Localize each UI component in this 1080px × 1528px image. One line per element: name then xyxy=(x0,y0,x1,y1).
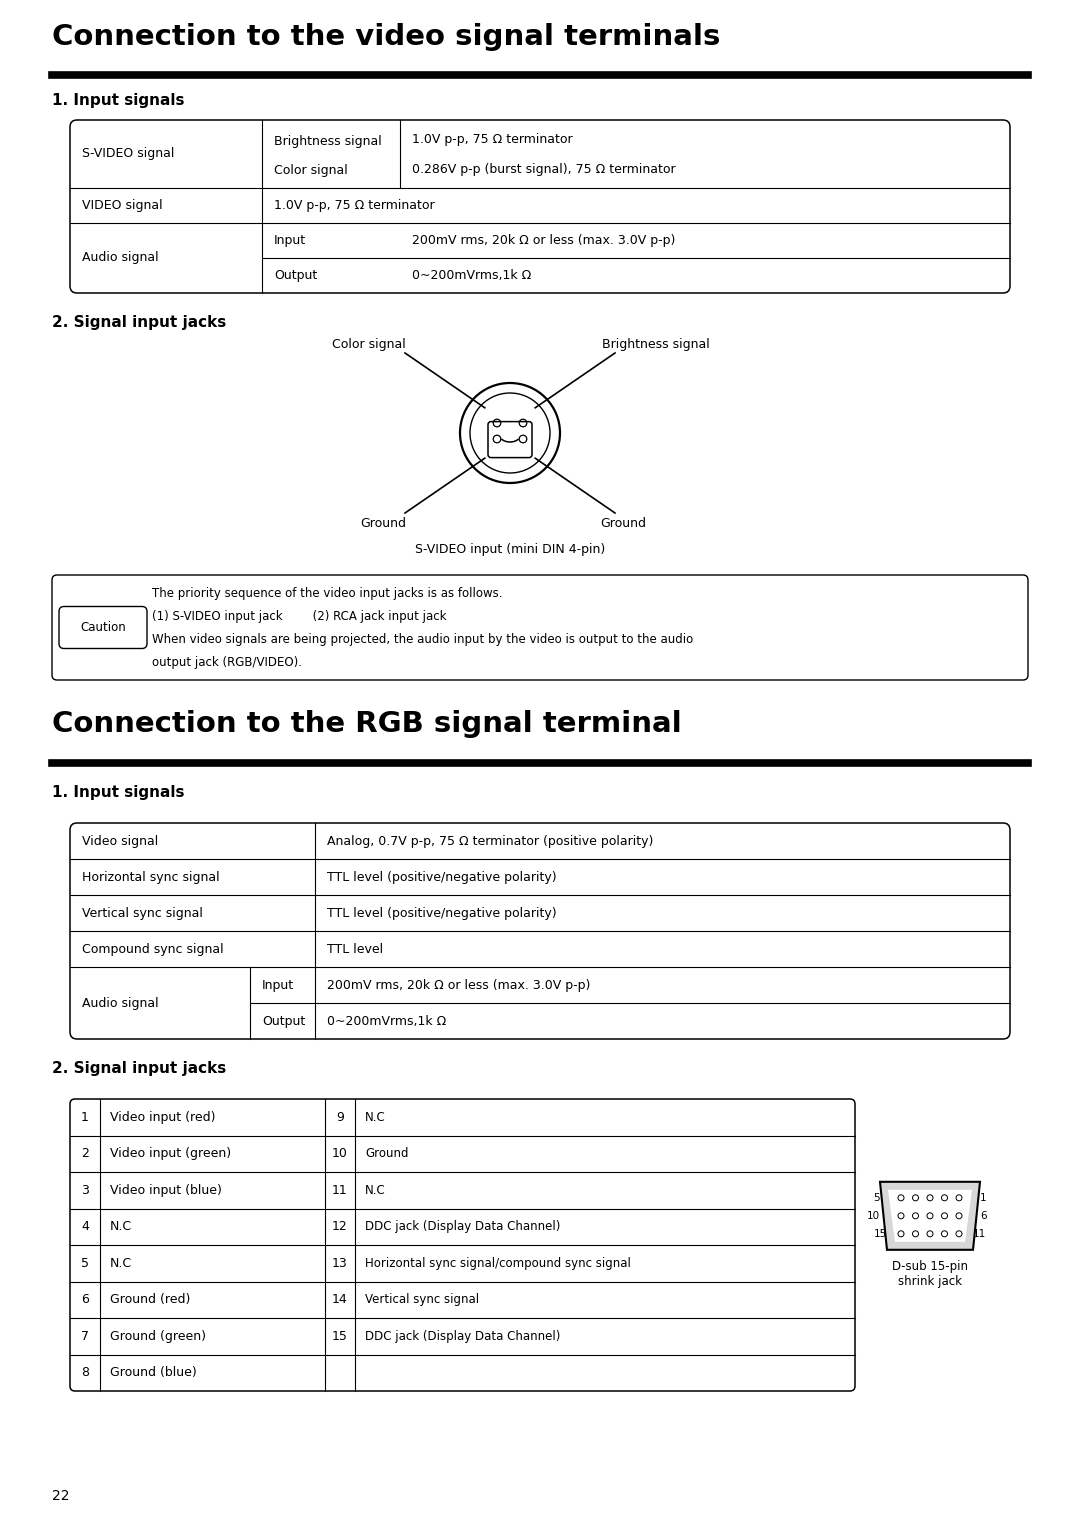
Text: N.C: N.C xyxy=(365,1184,386,1196)
Text: 7: 7 xyxy=(81,1329,89,1343)
Text: 11: 11 xyxy=(973,1229,986,1239)
Circle shape xyxy=(913,1195,918,1201)
Text: The priority sequence of the video input jacks is as follows.: The priority sequence of the video input… xyxy=(152,587,502,601)
Text: Color signal: Color signal xyxy=(274,163,348,177)
Text: 14: 14 xyxy=(333,1293,348,1306)
Text: 15: 15 xyxy=(332,1329,348,1343)
Text: Video input (red): Video input (red) xyxy=(110,1111,216,1123)
Text: Ground (green): Ground (green) xyxy=(110,1329,206,1343)
Text: (1) S-VIDEO input jack        (2) RCA jack input jack: (1) S-VIDEO input jack (2) RCA jack inpu… xyxy=(152,610,446,623)
Text: Audio signal: Audio signal xyxy=(82,252,159,264)
Text: Video input (green): Video input (green) xyxy=(110,1148,231,1160)
Text: 200mV rms, 20k Ω or less (max. 3.0V p-p): 200mV rms, 20k Ω or less (max. 3.0V p-p) xyxy=(411,234,675,248)
Circle shape xyxy=(913,1213,918,1219)
Text: DDC jack (Display Data Channel): DDC jack (Display Data Channel) xyxy=(365,1329,561,1343)
Text: 10: 10 xyxy=(332,1148,348,1160)
Text: 1.0V p-p, 75 Ω terminator: 1.0V p-p, 75 Ω terminator xyxy=(411,133,572,147)
Text: Output: Output xyxy=(274,269,318,283)
Text: Ground: Ground xyxy=(365,1148,408,1160)
Text: Horizontal sync signal: Horizontal sync signal xyxy=(82,871,219,883)
Text: 11: 11 xyxy=(333,1184,348,1196)
Text: Connection to the video signal terminals: Connection to the video signal terminals xyxy=(52,23,720,50)
Text: TTL level: TTL level xyxy=(327,943,383,955)
Text: N.C: N.C xyxy=(365,1111,386,1123)
Text: Color signal: Color signal xyxy=(332,338,406,351)
Text: Brightness signal: Brightness signal xyxy=(274,134,381,148)
Text: 0.286V p-p (burst signal), 75 Ω terminator: 0.286V p-p (burst signal), 75 Ω terminat… xyxy=(411,163,676,176)
Text: 1. Input signals: 1. Input signals xyxy=(52,785,185,801)
Text: N.C: N.C xyxy=(110,1256,132,1270)
FancyBboxPatch shape xyxy=(59,607,147,648)
Circle shape xyxy=(942,1230,947,1236)
Text: Connection to the RGB signal terminal: Connection to the RGB signal terminal xyxy=(52,711,681,738)
Text: Input: Input xyxy=(262,978,294,992)
Text: Compound sync signal: Compound sync signal xyxy=(82,943,224,955)
Text: 5: 5 xyxy=(874,1193,880,1203)
Polygon shape xyxy=(888,1190,972,1242)
Polygon shape xyxy=(880,1181,980,1250)
Text: output jack (RGB/VIDEO).: output jack (RGB/VIDEO). xyxy=(152,656,302,669)
Text: Ground: Ground xyxy=(600,516,646,530)
Text: 22: 22 xyxy=(52,1488,69,1504)
Text: 0~200mVrms,1k Ω: 0~200mVrms,1k Ω xyxy=(327,1015,446,1027)
Text: Audio signal: Audio signal xyxy=(82,996,159,1010)
Circle shape xyxy=(897,1195,904,1201)
Text: Output: Output xyxy=(262,1015,306,1027)
Text: Horizontal sync signal/compound sync signal: Horizontal sync signal/compound sync sig… xyxy=(365,1256,631,1270)
Text: 15: 15 xyxy=(874,1229,887,1239)
Text: Video input (blue): Video input (blue) xyxy=(110,1184,221,1196)
Text: 1.0V p-p, 75 Ω terminator: 1.0V p-p, 75 Ω terminator xyxy=(274,199,434,212)
Text: Input: Input xyxy=(274,234,306,248)
Text: 2. Signal input jacks: 2. Signal input jacks xyxy=(52,315,226,330)
Circle shape xyxy=(942,1213,947,1219)
Text: D-sub 15-pin
shrink jack: D-sub 15-pin shrink jack xyxy=(892,1259,968,1288)
Text: TTL level (positive/negative polarity): TTL level (positive/negative polarity) xyxy=(327,871,556,883)
Text: 6: 6 xyxy=(81,1293,89,1306)
Circle shape xyxy=(927,1195,933,1201)
Circle shape xyxy=(927,1213,933,1219)
Text: S-VIDEO input (mini DIN 4-pin): S-VIDEO input (mini DIN 4-pin) xyxy=(415,542,605,556)
Text: 10: 10 xyxy=(867,1210,880,1221)
Text: 1. Input signals: 1. Input signals xyxy=(52,93,185,108)
Text: Vertical sync signal: Vertical sync signal xyxy=(82,906,203,920)
Circle shape xyxy=(897,1213,904,1219)
Text: 4: 4 xyxy=(81,1221,89,1233)
Circle shape xyxy=(942,1195,947,1201)
FancyBboxPatch shape xyxy=(488,422,532,457)
Text: DDC jack (Display Data Channel): DDC jack (Display Data Channel) xyxy=(365,1221,561,1233)
Text: N.C: N.C xyxy=(110,1221,132,1233)
Text: 6: 6 xyxy=(980,1210,987,1221)
Text: Ground (red): Ground (red) xyxy=(110,1293,190,1306)
Text: 200mV rms, 20k Ω or less (max. 3.0V p-p): 200mV rms, 20k Ω or less (max. 3.0V p-p) xyxy=(327,978,591,992)
Text: 12: 12 xyxy=(333,1221,348,1233)
Text: When video signals are being projected, the audio input by the video is output t: When video signals are being projected, … xyxy=(152,633,693,646)
Circle shape xyxy=(956,1195,962,1201)
Text: 13: 13 xyxy=(333,1256,348,1270)
Text: 1: 1 xyxy=(81,1111,89,1123)
Text: Caution: Caution xyxy=(80,620,126,634)
Text: 2: 2 xyxy=(81,1148,89,1160)
Text: Vertical sync signal: Vertical sync signal xyxy=(365,1293,480,1306)
Text: Ground: Ground xyxy=(360,516,406,530)
Text: Analog, 0.7V p-p, 75 Ω terminator (positive polarity): Analog, 0.7V p-p, 75 Ω terminator (posit… xyxy=(327,834,653,848)
Text: 8: 8 xyxy=(81,1366,89,1380)
Text: S-VIDEO signal: S-VIDEO signal xyxy=(82,148,174,160)
Text: 9: 9 xyxy=(336,1111,343,1123)
Text: 3: 3 xyxy=(81,1184,89,1196)
Circle shape xyxy=(897,1230,904,1236)
Text: VIDEO signal: VIDEO signal xyxy=(82,199,163,212)
Circle shape xyxy=(913,1230,918,1236)
Text: TTL level (positive/negative polarity): TTL level (positive/negative polarity) xyxy=(327,906,556,920)
Text: Ground (blue): Ground (blue) xyxy=(110,1366,197,1380)
Circle shape xyxy=(956,1213,962,1219)
Text: 1: 1 xyxy=(980,1193,987,1203)
Text: 2. Signal input jacks: 2. Signal input jacks xyxy=(52,1060,226,1076)
Text: Video signal: Video signal xyxy=(82,834,159,848)
Circle shape xyxy=(927,1230,933,1236)
Text: Brightness signal: Brightness signal xyxy=(602,338,710,351)
Circle shape xyxy=(956,1230,962,1236)
Text: 0~200mVrms,1k Ω: 0~200mVrms,1k Ω xyxy=(411,269,531,283)
Text: 5: 5 xyxy=(81,1256,89,1270)
